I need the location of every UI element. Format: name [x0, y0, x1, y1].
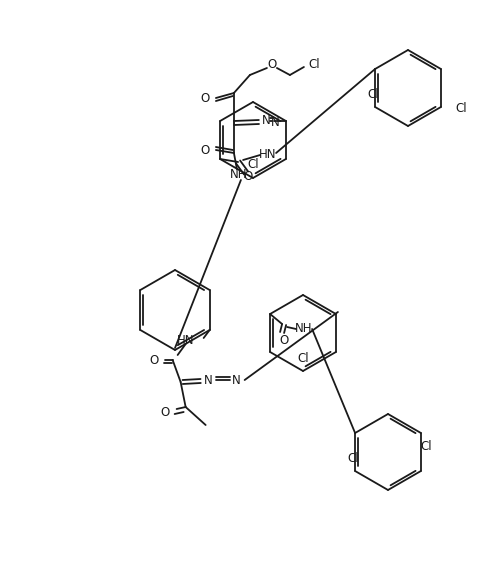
- Text: Cl: Cl: [367, 88, 379, 100]
- Text: O: O: [244, 169, 253, 182]
- Text: O: O: [201, 144, 210, 157]
- Text: N: N: [232, 373, 241, 386]
- Text: Cl: Cl: [347, 451, 359, 465]
- Text: Cl: Cl: [308, 59, 319, 71]
- Text: O: O: [160, 405, 169, 418]
- Text: O: O: [267, 59, 277, 71]
- Text: O: O: [280, 333, 289, 347]
- Text: Cl: Cl: [420, 441, 431, 454]
- Text: HN: HN: [260, 148, 277, 161]
- Text: Cl: Cl: [297, 352, 309, 364]
- Text: N: N: [262, 115, 271, 128]
- Text: O: O: [150, 353, 159, 367]
- Text: Cl: Cl: [455, 103, 467, 116]
- Text: NH: NH: [230, 169, 248, 181]
- Text: N: N: [204, 373, 213, 386]
- Text: HN: HN: [177, 333, 195, 347]
- Text: NH: NH: [295, 323, 313, 336]
- Text: N: N: [271, 116, 280, 128]
- Text: Cl: Cl: [247, 158, 259, 172]
- Text: O: O: [201, 92, 210, 104]
